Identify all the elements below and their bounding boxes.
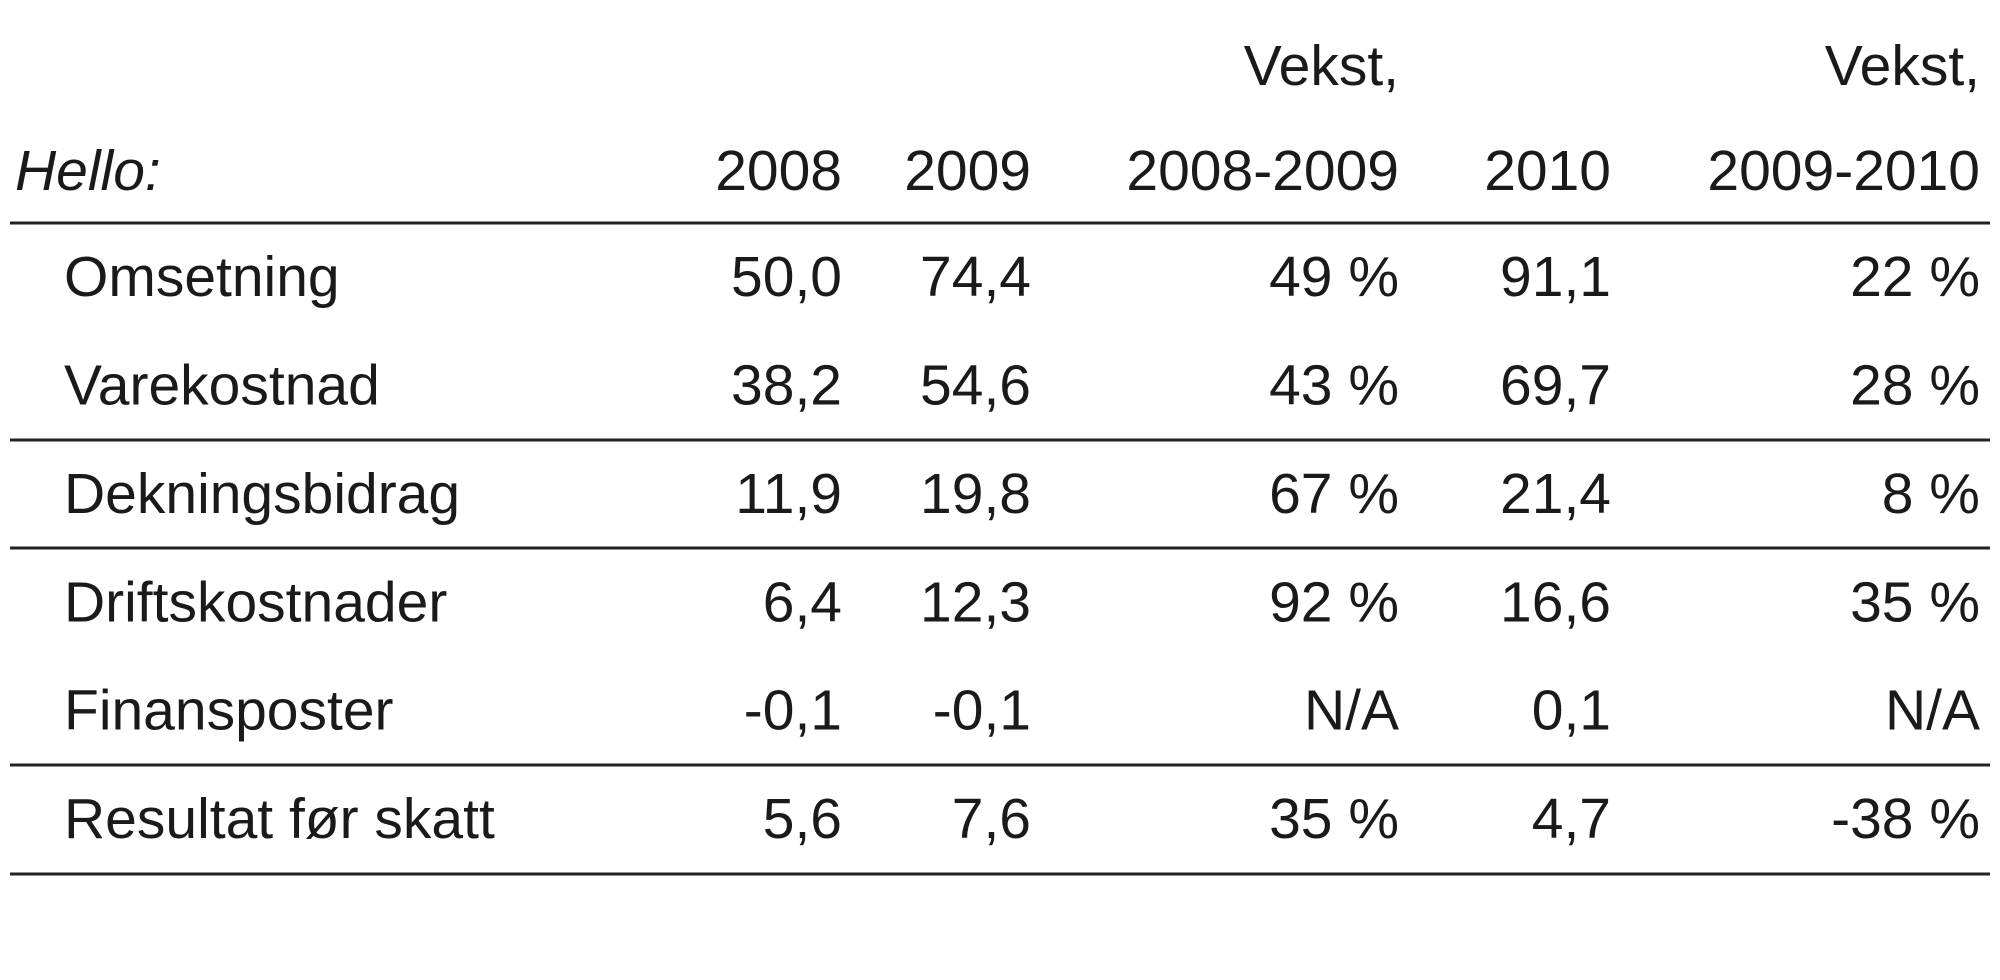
cell: 21,4: [1500, 462, 1611, 526]
cell: 67 %: [1269, 462, 1399, 526]
cell: 19,8: [920, 462, 1031, 526]
column-header: 2010: [1484, 139, 1611, 203]
cell: 7,6: [952, 787, 1031, 851]
column-header: Vekst,: [1825, 34, 1980, 98]
row-label: Dekningsbidrag: [64, 462, 460, 526]
column-header: 2009: [904, 139, 1031, 203]
cell: 91,1: [1500, 245, 1611, 309]
column-header: Vekst,: [1244, 34, 1399, 98]
cell: -0,1: [933, 679, 1031, 743]
cell: 12,3: [920, 570, 1031, 634]
column-header: 2009-2010: [1707, 139, 1980, 203]
header-label: Hello:: [15, 139, 161, 203]
cell: 0,1: [1532, 679, 1611, 743]
cell: 54,6: [920, 353, 1031, 417]
cell: 4,7: [1532, 787, 1611, 851]
cell: -0,1: [744, 679, 842, 743]
cell: 69,7: [1500, 353, 1611, 417]
row-label: Varekostnad: [64, 353, 380, 417]
row-label: Finansposter: [64, 679, 394, 743]
cell: 35 %: [1269, 787, 1399, 851]
cell: 6,4: [763, 570, 842, 634]
cell: -38 %: [1831, 787, 1980, 851]
cell: 35 %: [1850, 570, 1980, 634]
cell: 5,6: [763, 787, 842, 851]
cell: 92 %: [1269, 570, 1399, 634]
cell: 38,2: [731, 353, 842, 417]
cell: 22 %: [1850, 245, 1980, 309]
column-header: 2008: [715, 139, 842, 203]
cell: 50,0: [731, 245, 842, 309]
row-label: Resultat før skatt: [64, 787, 495, 851]
cell: N/A: [1885, 679, 1980, 743]
cell: 28 %: [1850, 353, 1980, 417]
cell: 74,4: [920, 245, 1031, 309]
cell: N/A: [1304, 679, 1399, 743]
column-header: 2008-2009: [1126, 139, 1399, 203]
row-label: Omsetning: [64, 245, 340, 309]
cell: 43 %: [1269, 353, 1399, 417]
cell: 11,9: [735, 462, 842, 526]
cell: 49 %: [1269, 245, 1399, 309]
cell: 16,6: [1500, 570, 1611, 634]
row-label: Driftskostnader: [64, 570, 447, 634]
cell: 8 %: [1882, 462, 1980, 526]
